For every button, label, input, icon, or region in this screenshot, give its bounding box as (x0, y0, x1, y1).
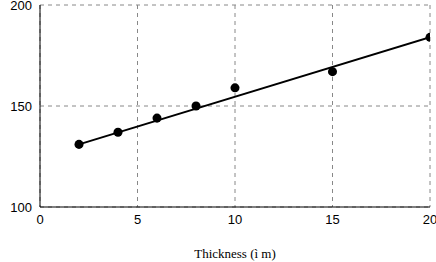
svg-text:150: 150 (10, 99, 32, 114)
svg-text:100: 100 (10, 200, 32, 215)
svg-text:0: 0 (36, 212, 43, 227)
svg-text:20: 20 (423, 212, 428, 227)
svg-text:10: 10 (228, 212, 242, 227)
svg-text:15: 15 (325, 212, 339, 227)
svg-text:5: 5 (134, 212, 141, 227)
svg-text:Thickness (ì m): Thickness (ì m) (194, 246, 276, 261)
svg-text:200: 200 (10, 0, 32, 13)
